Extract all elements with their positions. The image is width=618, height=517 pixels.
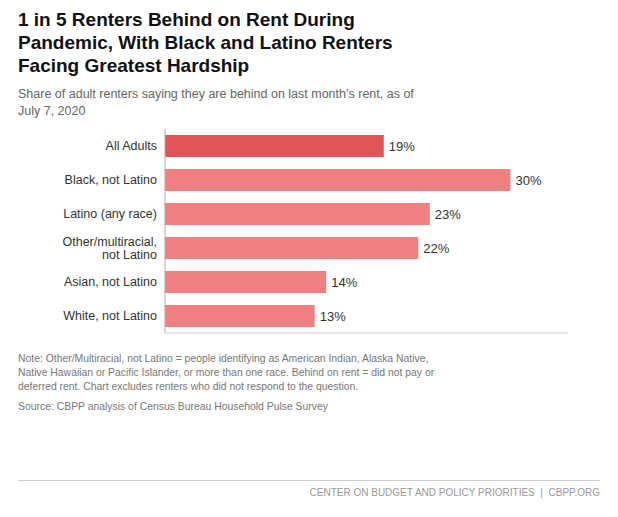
svg-text:Latino (any race): Latino (any race) [63, 207, 157, 221]
html-text:Note: Other/Multiracial, not L: Note: Other/Multiracial, not Latino = pe… [18, 353, 435, 392]
svg-text:19%: 19% [389, 139, 415, 154]
svg-text:14%: 14% [331, 275, 357, 290]
svg-text:Other/multiracial,not Latino: Other/multiracial,not Latino [63, 235, 158, 262]
svg-text:22%: 22% [423, 241, 449, 256]
html-text:CENTER ON BUDGET AND POLICY PR: CENTER ON BUDGET AND POLICY PRIORITIES |… [309, 487, 600, 498]
html-text:1 in 5 Renters Behind on Rent: 1 in 5 Renters Behind on Rent During Pan… [18, 9, 393, 76]
svg-text:30%: 30% [515, 173, 541, 188]
svg-text:All Adults: All Adults [106, 139, 157, 153]
html-text:Source: CBPP analysis of Censu: Source: CBPP analysis of Census Bureau H… [18, 401, 328, 412]
svg-text:Asian, not Latino: Asian, not Latino [64, 275, 157, 289]
svg-text:White, not Latino: White, not Latino [63, 309, 157, 323]
svg-text:Black, not Latino: Black, not Latino [65, 173, 157, 187]
html-text:Share of adult renters saying: Share of adult renters saying they are b… [18, 87, 414, 118]
svg-text:13%: 13% [320, 309, 346, 324]
svg-text:23%: 23% [435, 207, 461, 222]
